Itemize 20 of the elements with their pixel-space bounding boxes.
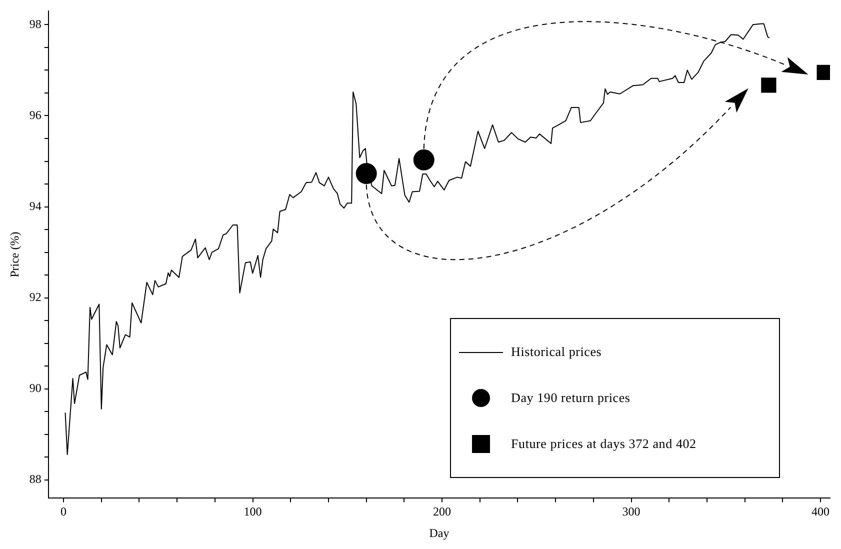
y-tick-label: 88: [29, 472, 42, 486]
x-tick-label: 300: [622, 504, 640, 519]
y-tick-label: 92: [29, 290, 42, 304]
point: [413, 149, 434, 170]
point: [816, 64, 830, 80]
y-tick-label: 96: [29, 108, 42, 122]
x-tick-label: 200: [433, 504, 452, 519]
legend-label: Future prices at days 372 and 402: [511, 436, 696, 452]
legend-label: Historical prices: [511, 344, 602, 360]
y-tick-label: 90: [29, 381, 42, 396]
legend-label: Day 190 return prices: [511, 390, 630, 406]
point: [761, 78, 776, 93]
x-tick-label: 400: [812, 504, 830, 519]
y-tick-label: 98: [29, 16, 42, 31]
x-tick-label: 0: [60, 504, 67, 519]
point: [356, 163, 377, 184]
y-tick-label: 94: [29, 198, 42, 213]
x-tick-label: 100: [244, 504, 262, 519]
x-axis-title: Day: [429, 526, 450, 540]
y-axis-title: Price (%): [7, 232, 22, 278]
